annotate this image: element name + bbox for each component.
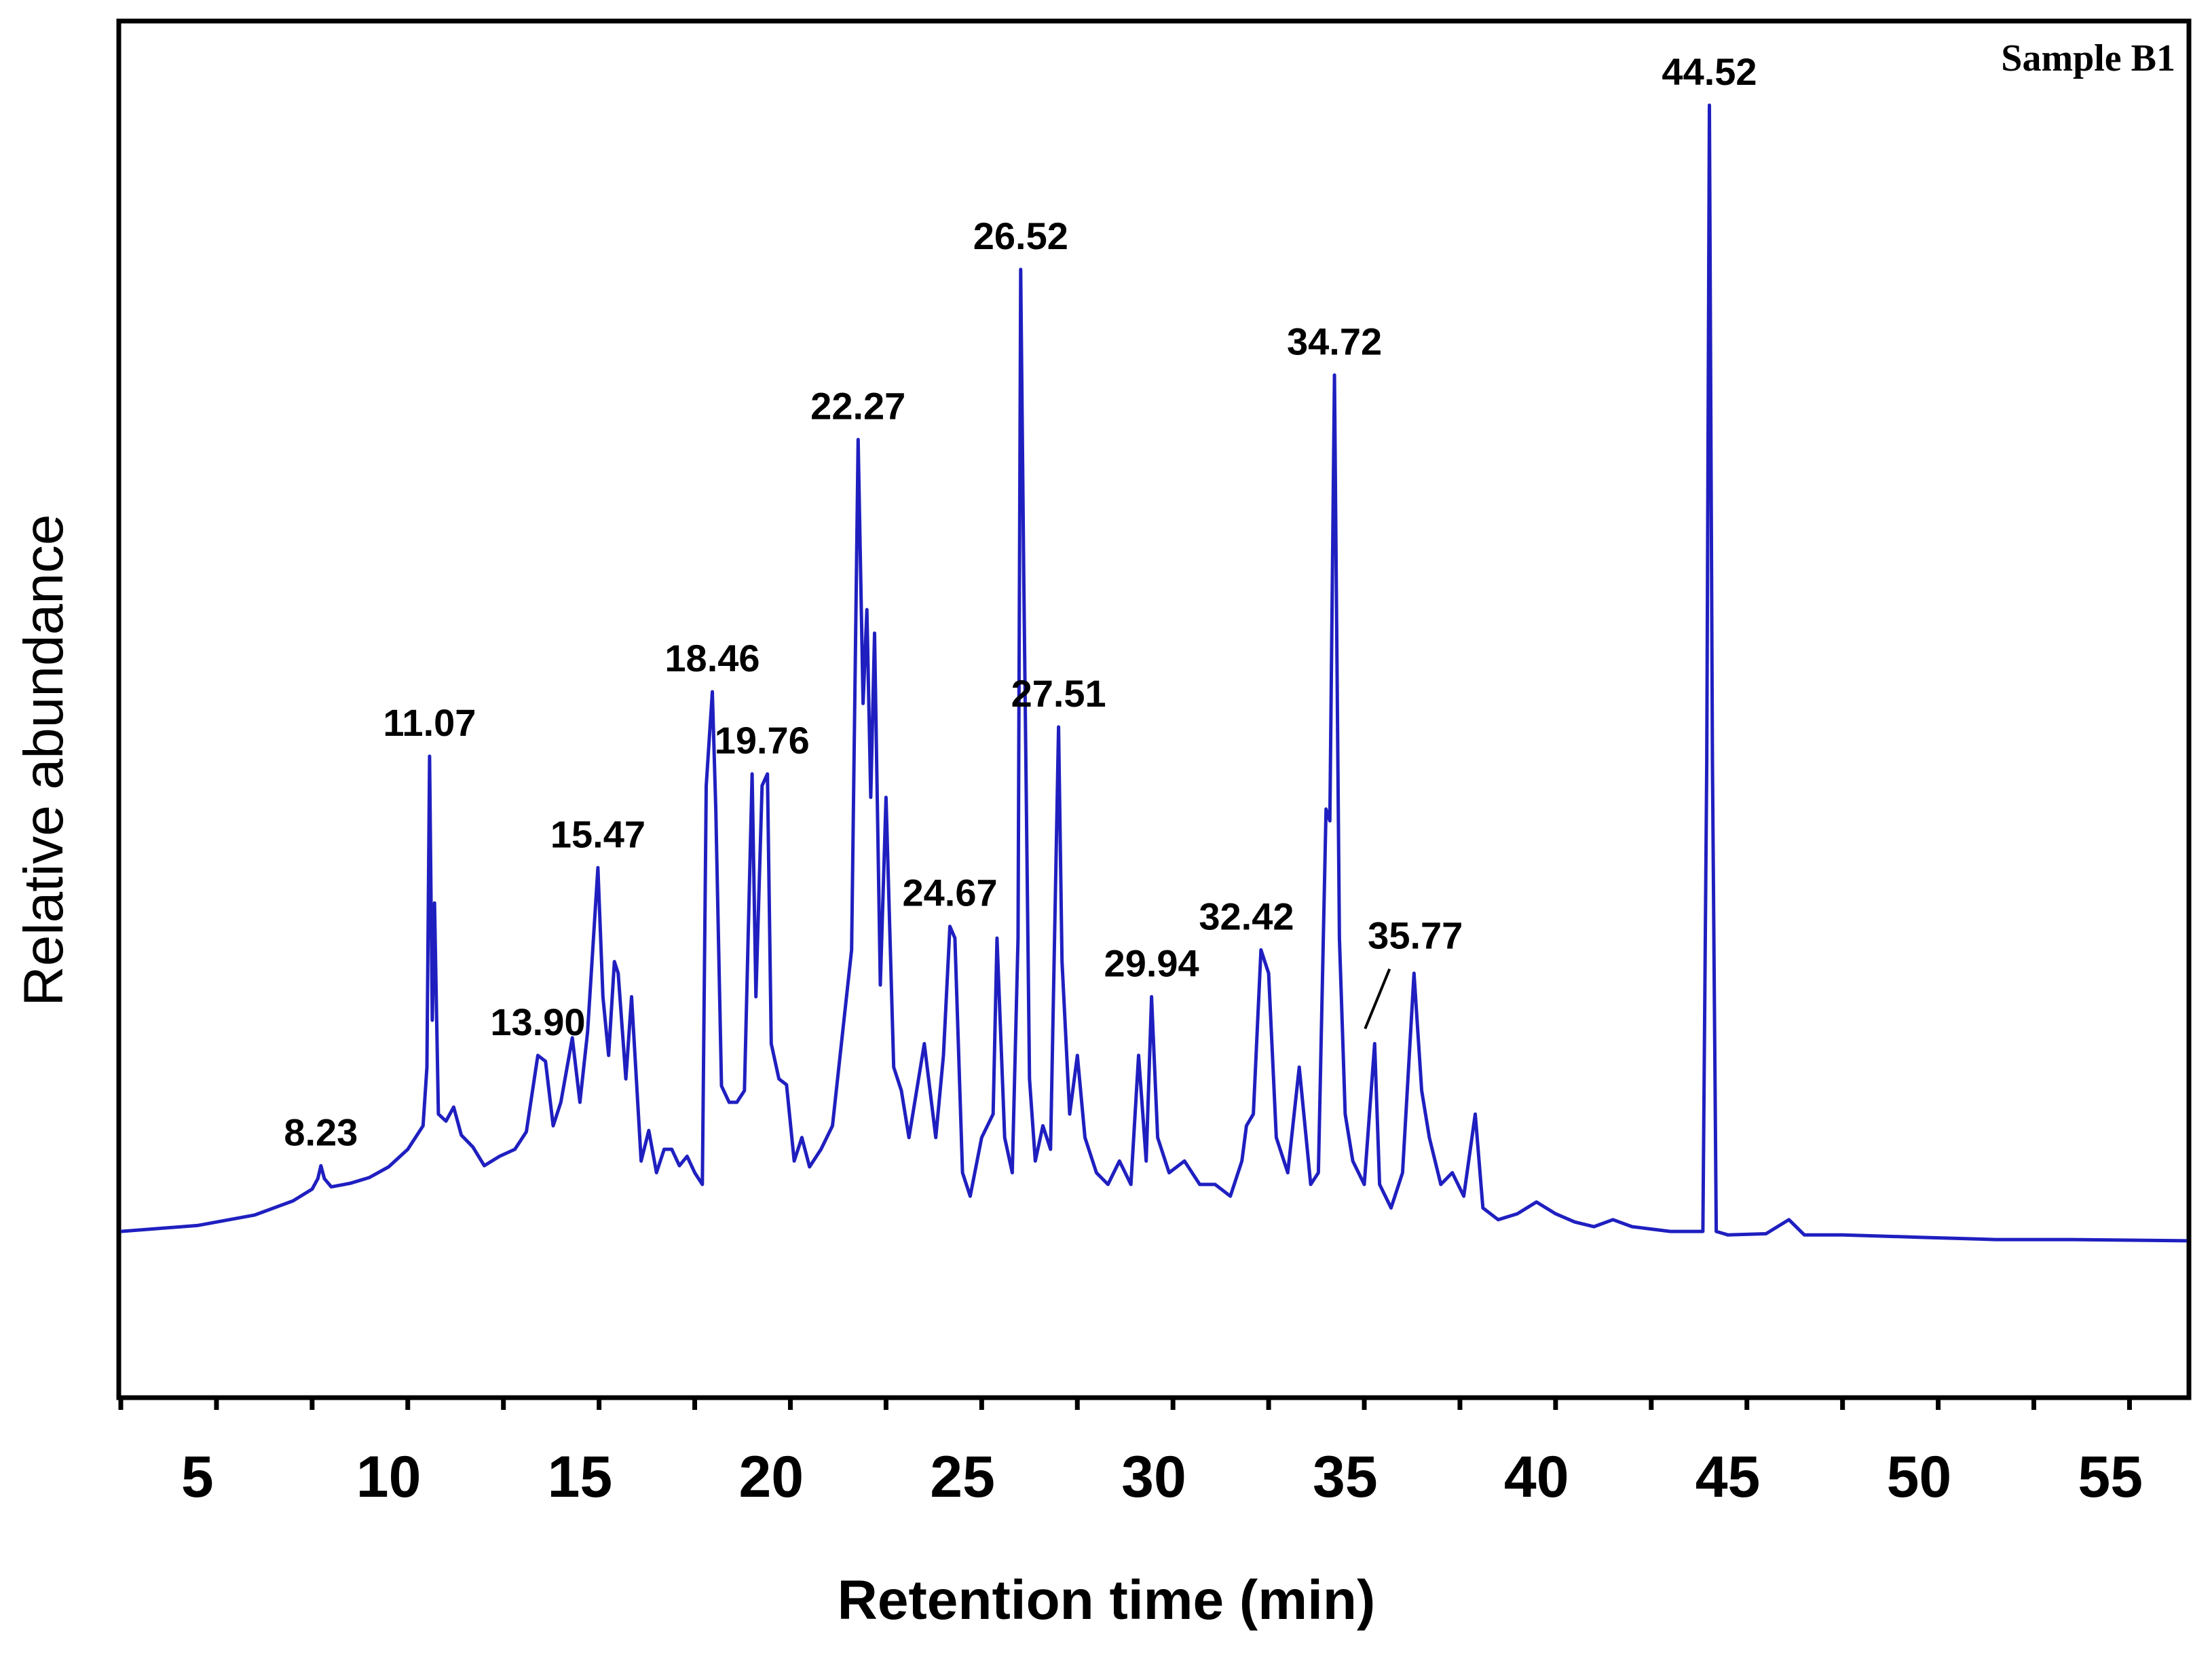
peak-label: 13.90 (490, 1001, 585, 1043)
peak-leader-line (1364, 968, 1391, 1030)
x-axis-title: Retention time (min) (838, 1569, 1376, 1631)
x-tick-label: 50 (1887, 1444, 1952, 1510)
x-tick-label: 25 (930, 1444, 995, 1510)
peak-label: 32.42 (1199, 895, 1294, 937)
x-tick-label: 5 (181, 1444, 214, 1510)
peak-label: 29.94 (1104, 942, 1199, 984)
peak-label: 11.07 (383, 701, 476, 744)
peak-label: 22.27 (810, 385, 905, 428)
peak-label: 18.46 (664, 637, 760, 679)
x-axis-ticks: 5 10 15 20 25 30 35 40 45 50 55 (118, 1396, 2143, 1510)
peak-label: 35.77 (1368, 914, 1463, 957)
x-tick-label: 40 (1504, 1444, 1569, 1510)
peak-label: 44.52 (1662, 50, 1757, 93)
peak-label: 27.51 (1011, 672, 1106, 715)
series-line (120, 103, 2188, 1243)
x-tick-label: 45 (1695, 1444, 1761, 1510)
x-tick-label: 35 (1313, 1444, 1378, 1510)
x-tick-label: 20 (738, 1444, 804, 1510)
x-tick-label: 15 (548, 1444, 613, 1510)
peak-label: 24.67 (902, 872, 997, 914)
series-layer (120, 103, 2188, 1243)
peak-label: 8.23 (284, 1111, 358, 1153)
y-axis-title: Relative abundance (13, 515, 75, 1007)
x-tick-label: 30 (1121, 1444, 1186, 1510)
peak-label: 15.47 (550, 813, 645, 855)
x-tick-label: 10 (356, 1444, 421, 1510)
peak-label: 34.72 (1287, 320, 1382, 362)
x-tick-label: 55 (2078, 1444, 2143, 1510)
sample-label: Sample B1 (2001, 37, 2175, 79)
peak-label: 19.76 (715, 719, 810, 762)
plot-frame (116, 18, 2192, 1400)
peak-label: 26.52 (973, 215, 1068, 257)
peak-labels: 8.23 11.07 13.90 15.47 18.46 19.76 22.27 24.67 2… (284, 50, 1757, 1153)
